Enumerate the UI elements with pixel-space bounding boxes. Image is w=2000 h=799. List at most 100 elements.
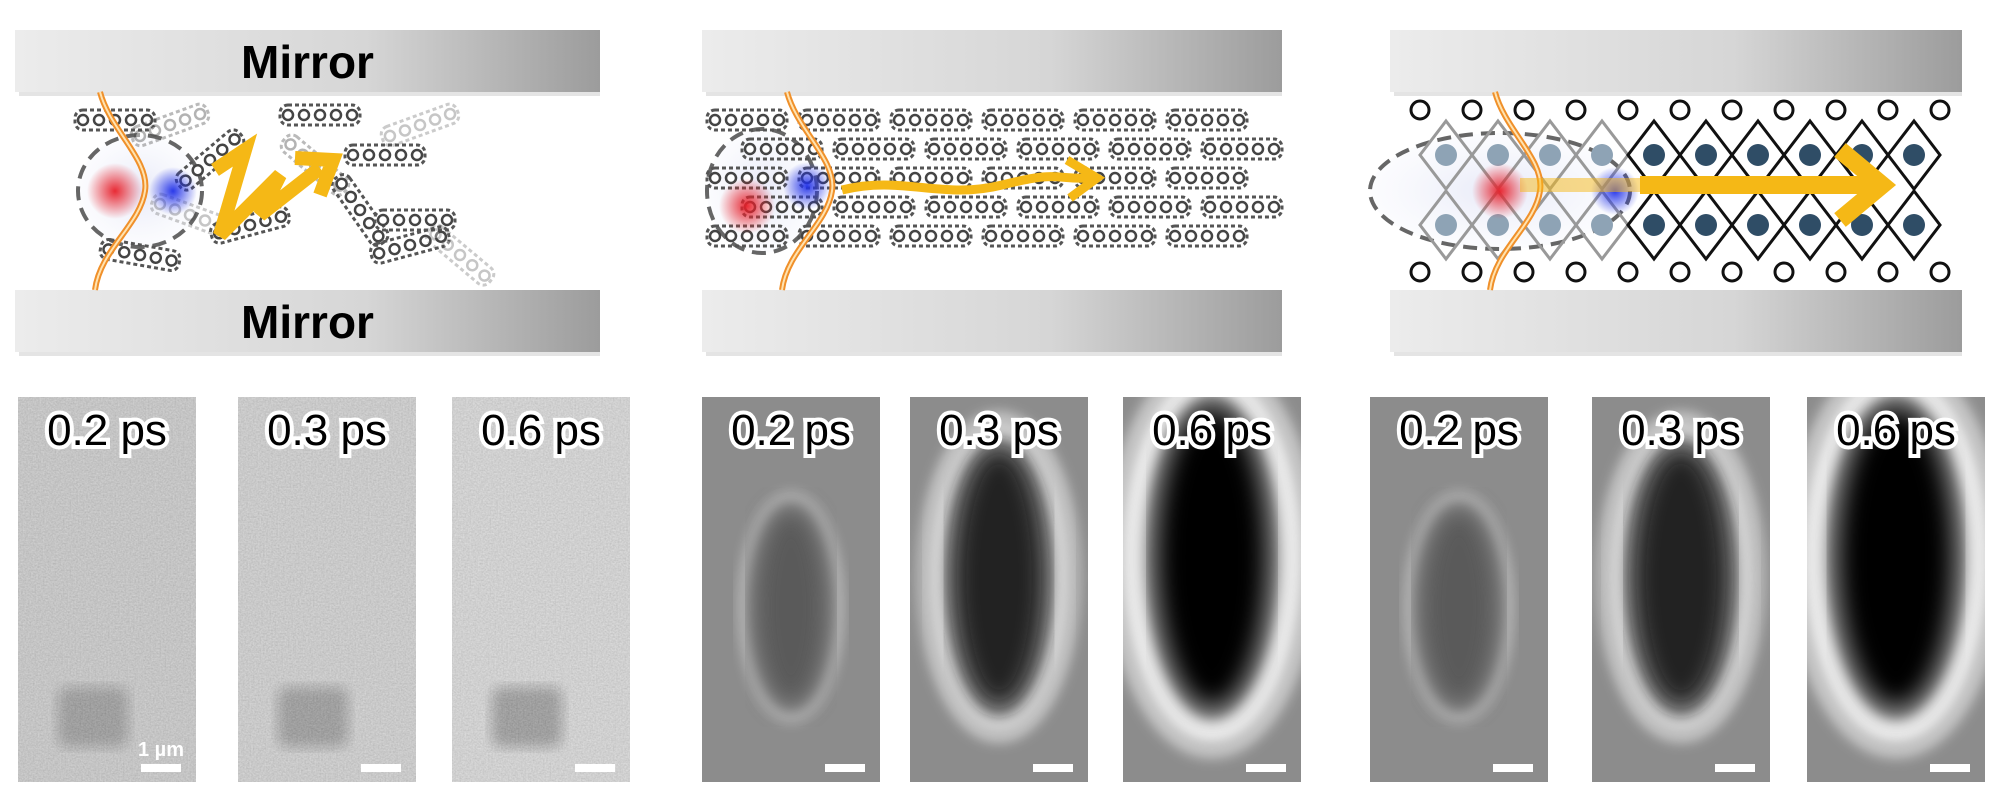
molecule-ring — [743, 142, 757, 156]
molecule-ring — [1051, 142, 1065, 156]
molecule-ring — [708, 229, 722, 243]
molecule-ring — [1092, 113, 1106, 127]
molecule-ring — [775, 200, 789, 214]
molecule-outline — [1108, 137, 1192, 161]
image-content — [18, 397, 196, 782]
molecule-ring — [441, 238, 454, 251]
molecule-ring — [76, 113, 90, 127]
molecule-ring — [1140, 171, 1154, 185]
image-content — [702, 397, 880, 782]
schematic-panel-1: Mirror Mirror — [15, 30, 600, 356]
organic-cation — [1565, 99, 1587, 121]
metal-atom — [1435, 214, 1457, 236]
image-panel-3-3: 0.6 ps — [1807, 397, 1985, 782]
organic-cation — [1877, 261, 1899, 283]
molecule-ring — [1175, 200, 1189, 214]
molecule-ring — [956, 171, 970, 185]
molecule-ring — [848, 113, 862, 127]
molecule-ring — [392, 213, 406, 227]
molecule-ring — [1216, 171, 1230, 185]
image-panel-1-2: 0.3 ps — [238, 397, 416, 782]
molecule-ring — [1235, 142, 1249, 156]
metal-atom — [1903, 144, 1925, 166]
molecule-ring — [193, 107, 207, 121]
molecule-ring — [413, 118, 427, 132]
metal-atom — [1799, 214, 1821, 236]
time-label: 0.2 ps — [47, 406, 167, 455]
molecule-ring — [1232, 113, 1246, 127]
organic-cation — [1669, 99, 1691, 121]
molecule-ring — [1203, 200, 1217, 214]
image-content — [1807, 397, 1985, 782]
molecule-ring — [383, 129, 397, 143]
molecule — [1165, 224, 1249, 248]
image-panel-3-1: 0.2 ps — [1370, 397, 1548, 782]
molecule-outline — [1073, 224, 1157, 248]
molecule-ring — [198, 214, 212, 227]
time-label: 0.6 ps — [1152, 406, 1272, 455]
molecule-ring — [867, 200, 881, 214]
molecule — [379, 102, 461, 148]
molecule-outline — [343, 143, 427, 167]
molecule-ring — [1048, 229, 1062, 243]
propagation-front — [1838, 407, 1954, 707]
molecule-outline — [889, 224, 973, 248]
molecule-ring — [724, 229, 738, 243]
molecule-ring — [1232, 229, 1246, 243]
organic-cation — [1617, 99, 1639, 121]
wavy-arrow — [840, 172, 1093, 195]
organic-cation — [1825, 99, 1847, 121]
molecule — [1073, 108, 1157, 132]
metal-atom — [1539, 144, 1561, 166]
molecule-ring — [940, 229, 954, 243]
time-label: 0.2 ps — [731, 406, 851, 455]
metal-atom — [1747, 144, 1769, 166]
octahedron — [1678, 188, 1734, 262]
hole — [1472, 163, 1528, 219]
molecule-ring — [867, 142, 881, 156]
molecule-ring — [165, 254, 178, 267]
molecule-ring — [864, 113, 878, 127]
molecule — [1016, 195, 1100, 219]
interference-fringe-outer — [917, 410, 1082, 744]
molecule-ring — [943, 200, 957, 214]
molecule-ring — [1200, 229, 1214, 243]
molecule-ring — [149, 251, 163, 265]
scale-bar — [1246, 764, 1286, 772]
molecule-ring — [1200, 113, 1214, 127]
metal-atom — [1695, 144, 1717, 166]
molecule-ring — [975, 142, 989, 156]
molecule-ring — [756, 171, 770, 185]
molecule-outline — [1200, 137, 1284, 161]
molecule-ring — [1032, 113, 1046, 127]
molecule-ring — [243, 218, 257, 232]
mirror-top — [702, 30, 1282, 92]
organic-cation — [1773, 99, 1795, 121]
molecule-ring — [1124, 113, 1138, 127]
molecule — [832, 137, 916, 161]
molecule-ring — [975, 200, 989, 214]
molecule-ring — [772, 171, 786, 185]
molecule — [73, 108, 157, 132]
molecule-ring — [883, 142, 897, 156]
molecule-ring — [848, 229, 862, 243]
molecule-outline — [981, 224, 1065, 248]
time-label: 0.2 ps — [1399, 406, 1519, 455]
schematic-panel-2 — [702, 30, 1284, 356]
molecule-ring — [1124, 229, 1138, 243]
molecule-ring — [1035, 142, 1049, 156]
molecule-outline — [924, 195, 1008, 219]
molecule-ring — [1184, 229, 1198, 243]
organic-cation — [1513, 99, 1535, 121]
organic-cation — [1929, 261, 1951, 283]
molecule-outline — [1165, 166, 1249, 190]
molecule-outline — [1073, 108, 1157, 132]
molecule-ring — [1076, 113, 1090, 127]
molecule-ring — [1127, 200, 1141, 214]
molecule-ring — [1216, 113, 1230, 127]
molecule-ring — [775, 142, 789, 156]
schematic-panel-3 — [1368, 30, 1962, 356]
molecule-ring — [892, 113, 906, 127]
molecule-outline — [889, 166, 973, 190]
scale-bar — [1033, 764, 1073, 772]
